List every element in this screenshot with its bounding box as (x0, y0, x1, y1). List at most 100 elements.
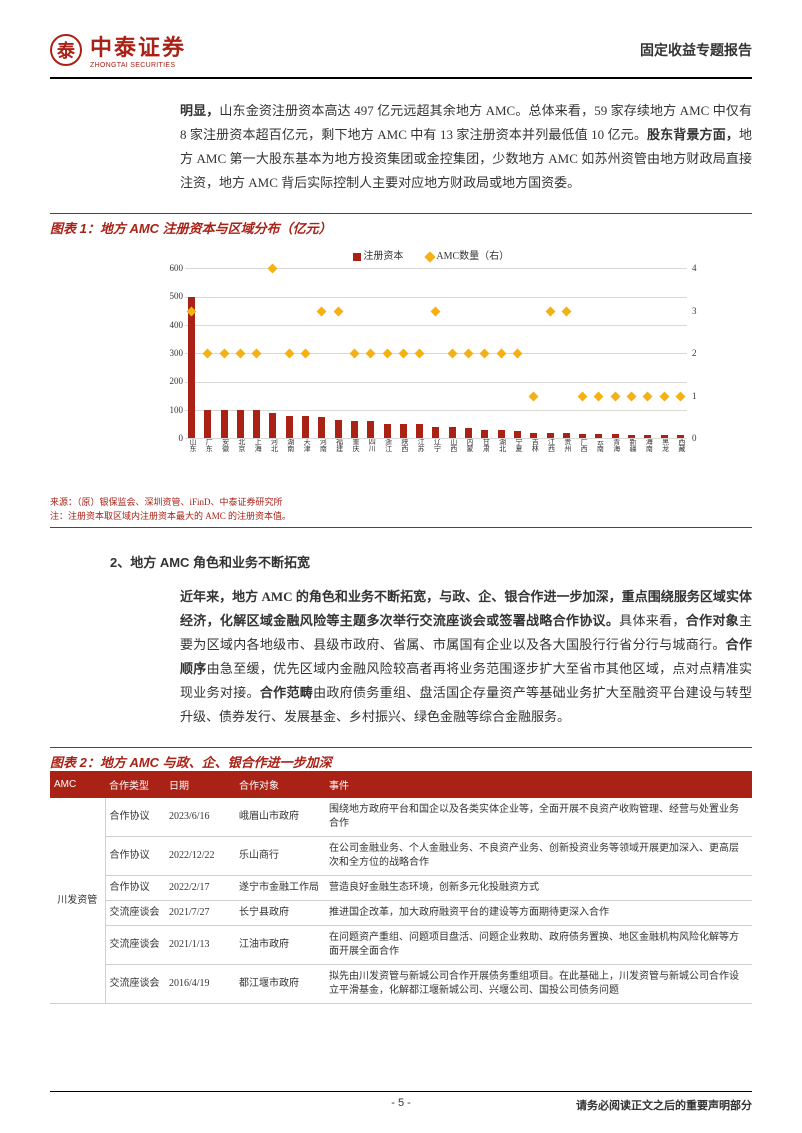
x-label: 贵州 (560, 438, 573, 466)
company-logo: 泰 中泰证券 ZHONGTAI SECURITIES (50, 30, 186, 69)
x-label: 北京 (234, 438, 247, 466)
p2-bold-2: 合作对象 (686, 613, 739, 628)
chart-dot (219, 349, 229, 359)
intro-paragraph: 明显，山东金资注册资本高达 497 亿元远超其余地方 AMC。总体来看，59 家… (180, 99, 752, 195)
x-label: 河南 (315, 438, 328, 466)
chart-x-labels: 山东广东安徽北京上海河北湖南天津河南福建重庆四川浙江陕西江苏辽宁山西内蒙甘肃湖北… (185, 438, 687, 466)
chart-bar (204, 410, 211, 438)
chart-dot (187, 306, 197, 316)
x-label: 山西 (446, 438, 459, 466)
logo-icon: 泰 (50, 34, 82, 66)
table-header-row: AMC合作类型日期合作对象事件 (50, 771, 752, 798)
y-right-tick: 3 (692, 306, 697, 316)
chart-dot (480, 349, 490, 359)
chart-bar (628, 435, 635, 438)
chart-dot (382, 349, 392, 359)
x-label: 海南 (641, 438, 654, 466)
chart-dot (627, 391, 637, 401)
x-label: 湖南 (283, 438, 296, 466)
chart-bar (514, 431, 521, 438)
chart-bar (595, 434, 602, 438)
table-body: 川发资管合作协议2023/6/16峨眉山市政府围绕地方政府平台和国企以及各类实体… (50, 798, 752, 1004)
x-label: 广西 (576, 438, 589, 466)
chart-dot (268, 264, 278, 274)
figure-1-title: 图表 1：地方 AMC 注册资本与区域分布（亿元） (50, 213, 752, 237)
chart-bar (351, 421, 358, 438)
table-header-cell: 日期 (165, 771, 235, 798)
table-cell: 在公司金融业务、个人金融业务、不良资产业务、创新投资业务等领域开展更加深入、更高… (325, 837, 752, 876)
y-right-tick: 0 (692, 433, 697, 443)
chart-dot (235, 349, 245, 359)
table-cell: 2023/6/16 (165, 798, 235, 837)
table-header-cell: 事件 (325, 771, 752, 798)
grid-line (185, 438, 687, 439)
table-cell: 江油市政府 (235, 926, 325, 965)
chart-plot-area: 0100200300400500600 01234 (185, 268, 687, 438)
y-left-tick: 400 (170, 320, 184, 330)
x-label: 内蒙 (462, 438, 475, 466)
x-label: 青海 (609, 438, 622, 466)
x-label: 广东 (201, 438, 214, 466)
table-cell: 交流座谈会 (105, 926, 165, 965)
chart-dot (643, 391, 653, 401)
x-label: 甘肃 (478, 438, 491, 466)
table-cell: 2022/12/22 (165, 837, 235, 876)
x-label: 云南 (592, 438, 605, 466)
chart-bar (318, 417, 325, 438)
table-cell: 长宁县政府 (235, 901, 325, 926)
x-label: 湖北 (495, 438, 508, 466)
x-label: 陕西 (397, 438, 410, 466)
chart-bar (221, 410, 228, 438)
legend-bar-icon (353, 253, 361, 261)
footer-disclaimer: 请务必阅读正文之后的重要声明部分 (576, 1097, 752, 1113)
x-label: 浙江 (381, 438, 394, 466)
chart-bar (416, 424, 423, 438)
table-header-cell: AMC (50, 771, 105, 798)
chart-dot (252, 349, 262, 359)
y-right-tick: 1 (692, 391, 697, 401)
table-cell: 推进国企改革，加大政府融资平台的建设等方面期待更深入合作 (325, 901, 752, 926)
chart-bar (498, 430, 505, 439)
source-line-1: 来源：（原）银保监会、深圳资管、iFinD、中泰证券研究所 (50, 496, 752, 510)
chart-dot (301, 349, 311, 359)
report-type: 固定收益专题报告 (640, 40, 752, 60)
page-number: - 5 - (391, 1097, 411, 1109)
x-label: 西藏 (674, 438, 687, 466)
chart-bar (432, 427, 439, 438)
amc-name-cell: 川发资管 (50, 798, 105, 1004)
table-cell: 围绕地方政府平台和国企以及各类实体企业等，全面开展不良资产收购管理、经营与处置业… (325, 798, 752, 837)
table-header-cell: 合作对象 (235, 771, 325, 798)
chart-dot (496, 349, 506, 359)
chart-bar (367, 421, 374, 438)
y-left-tick: 0 (179, 433, 184, 443)
chart-dot (545, 306, 555, 316)
table-row: 交流座谈会2016/4/19都江堰市政府拟先由川发资管与新城公司合作开展债务重组… (50, 965, 752, 1004)
y-left-tick: 100 (170, 405, 184, 415)
chart-bar (384, 424, 391, 438)
chart-bar (612, 434, 619, 438)
x-label: 安徽 (218, 438, 231, 466)
x-label: 宁夏 (511, 438, 524, 466)
section-2-heading: 2、地方 AMC 角色和业务不断拓宽 (110, 552, 752, 571)
y-right-tick: 2 (692, 348, 697, 358)
x-label: 吉林 (527, 438, 540, 466)
chart-bar (661, 435, 668, 438)
x-label: 天津 (299, 438, 312, 466)
figure-2-table: AMC合作类型日期合作对象事件 川发资管合作协议2023/6/16峨眉山市政府围… (50, 771, 752, 1004)
y-axis-right: 01234 (692, 268, 712, 438)
chart-bars (185, 268, 687, 438)
chart-legend: 注册资本 AMC数量（右） (150, 247, 712, 262)
legend-dot-icon (424, 251, 435, 262)
p2-bold-4: 合作范畴 (260, 685, 313, 700)
table-cell: 2021/7/27 (165, 901, 235, 926)
table-row: 川发资管合作协议2023/6/16峨眉山市政府围绕地方政府平台和国企以及各类实体… (50, 798, 752, 837)
table-row: 交流座谈会2021/7/27长宁县政府推进国企改革，加大政府融资平台的建设等方面… (50, 901, 752, 926)
table-cell: 2022/2/17 (165, 876, 235, 901)
table-cell: 乐山商行 (235, 837, 325, 876)
chart-dot (415, 349, 425, 359)
chart-dot (366, 349, 376, 359)
table-row: 合作协议2022/2/17遂宁市金融工作局营造良好金融生态环境，创新多元化投融资… (50, 876, 752, 901)
y-right-tick: 4 (692, 263, 697, 273)
chart-dot (610, 391, 620, 401)
page-header: 泰 中泰证券 ZHONGTAI SECURITIES 固定收益专题报告 (50, 30, 752, 79)
